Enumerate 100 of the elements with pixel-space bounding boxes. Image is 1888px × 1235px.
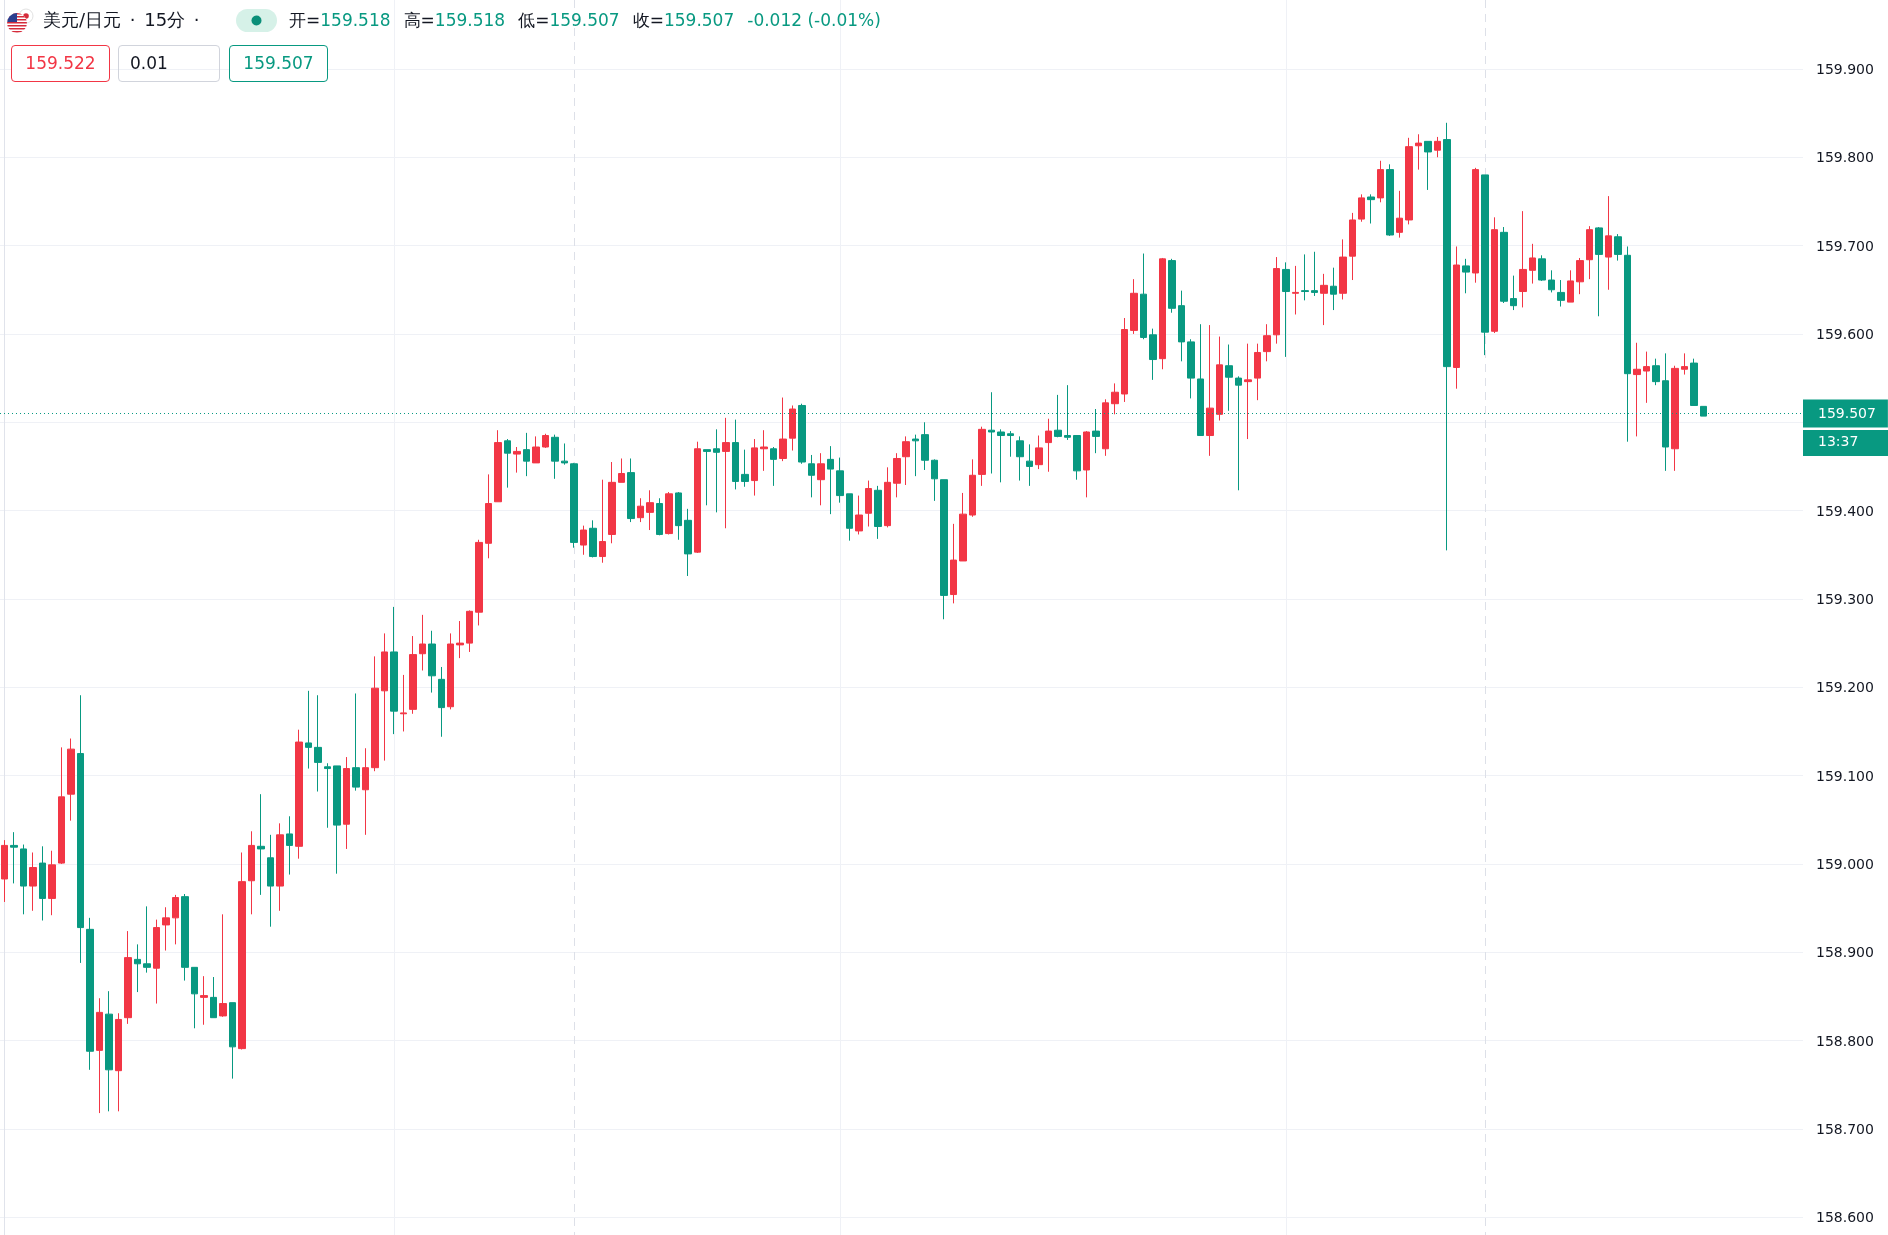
candlestick bbox=[1178, 290, 1185, 362]
candlestick bbox=[551, 434, 559, 480]
candlestick bbox=[48, 850, 56, 916]
candlestick bbox=[646, 489, 654, 531]
candlestick bbox=[1311, 251, 1318, 297]
candlestick bbox=[1586, 225, 1593, 280]
candlestick bbox=[694, 441, 701, 554]
candlestick bbox=[447, 632, 454, 710]
candlestick bbox=[1595, 226, 1603, 317]
candlestick bbox=[343, 756, 350, 850]
candlestick bbox=[1349, 212, 1356, 281]
candlestick bbox=[1681, 352, 1688, 376]
candlestick bbox=[969, 458, 976, 518]
candlestick bbox=[1453, 245, 1460, 390]
candlestick bbox=[532, 435, 540, 464]
candlestick bbox=[1102, 398, 1109, 457]
candlestick bbox=[893, 452, 901, 498]
annotation: 0.01 bbox=[118, 45, 220, 82]
candlestick bbox=[789, 404, 796, 452]
candlestick bbox=[1491, 216, 1498, 334]
candlestick bbox=[248, 830, 255, 915]
candlestick bbox=[210, 976, 217, 1019]
candlestick bbox=[428, 630, 436, 694]
annotation: 159.522 bbox=[11, 45, 110, 82]
candlestick bbox=[200, 975, 208, 1026]
candlestick bbox=[485, 473, 492, 559]
candlestick bbox=[760, 429, 768, 472]
candlestick bbox=[1567, 269, 1574, 303]
candlestick bbox=[997, 428, 1005, 483]
candlestick bbox=[751, 438, 758, 497]
candlestick bbox=[912, 434, 919, 477]
candlestick bbox=[324, 762, 331, 829]
candlestick bbox=[504, 438, 511, 489]
candlestick bbox=[238, 851, 246, 1050]
candlestick bbox=[1367, 193, 1375, 224]
annotation: 收=159.507 bbox=[632, 10, 735, 30]
candlestick bbox=[959, 492, 967, 562]
candlestick bbox=[741, 449, 749, 488]
candlestick bbox=[589, 519, 597, 558]
candlestick bbox=[390, 606, 398, 735]
y-tick-label: 159.000 bbox=[1816, 855, 1874, 872]
candlestick bbox=[542, 433, 549, 449]
candlestick bbox=[371, 655, 379, 772]
annotation: 159.507 bbox=[229, 45, 328, 82]
candlestick bbox=[286, 815, 293, 876]
candlestick bbox=[1652, 358, 1660, 386]
candlestick bbox=[513, 446, 521, 474]
y-tick-label: 159.800 bbox=[1816, 149, 1874, 166]
ref-line-label: 159.507 bbox=[1818, 405, 1876, 422]
candlestick bbox=[675, 491, 682, 541]
candlestick bbox=[456, 620, 464, 659]
y-tick-label: 158.700 bbox=[1816, 1120, 1874, 1137]
candlestick bbox=[1605, 195, 1612, 291]
candlestick bbox=[381, 632, 388, 762]
candlestick bbox=[305, 690, 312, 770]
candlestick bbox=[1405, 137, 1413, 225]
candlestick bbox=[1035, 435, 1043, 470]
candlestick bbox=[10, 831, 18, 884]
candlestick bbox=[39, 845, 46, 922]
candlestick bbox=[608, 461, 616, 544]
candlestick bbox=[656, 497, 663, 536]
candlestick bbox=[940, 479, 948, 620]
candlestick bbox=[1026, 443, 1033, 487]
candlestick bbox=[1377, 160, 1384, 203]
annotation: 高=159.518 bbox=[403, 10, 506, 30]
candlestick bbox=[817, 452, 825, 506]
candlestick bbox=[1216, 336, 1223, 421]
candlestick bbox=[400, 674, 407, 732]
candlestick bbox=[1330, 267, 1337, 311]
y-tick-label: 159.300 bbox=[1816, 590, 1874, 607]
y-tick-label: 158.800 bbox=[1816, 1032, 1874, 1049]
candlestick bbox=[1519, 210, 1527, 308]
candlestick bbox=[808, 454, 815, 498]
candlestick bbox=[1462, 258, 1470, 294]
candlestick bbox=[172, 894, 179, 945]
candlestick bbox=[1358, 193, 1365, 223]
candlestick bbox=[134, 943, 141, 993]
candlestick bbox=[67, 738, 75, 822]
candlestick bbox=[419, 614, 426, 671]
candlestick bbox=[1386, 163, 1394, 237]
candlestick bbox=[1614, 233, 1622, 262]
candlestick bbox=[494, 429, 502, 503]
candlestick bbox=[1481, 174, 1489, 356]
candlestick bbox=[1690, 358, 1698, 406]
candlestick bbox=[978, 426, 986, 487]
candlestick bbox=[1121, 317, 1128, 403]
candlestick bbox=[570, 462, 578, 549]
text: 13:37 bbox=[1803, 430, 1888, 457]
candlestick bbox=[1159, 257, 1166, 370]
candlestick bbox=[846, 493, 853, 542]
candlestick bbox=[665, 491, 673, 535]
candlestick bbox=[1671, 365, 1679, 472]
candlestick bbox=[1073, 435, 1081, 481]
candlestick bbox=[257, 793, 265, 896]
candlestick bbox=[722, 417, 730, 529]
candlestick bbox=[58, 746, 65, 865]
candlestick bbox=[1206, 324, 1214, 457]
candlestick bbox=[770, 446, 777, 487]
candlestick bbox=[1016, 435, 1024, 482]
annotation: 开=159.518 bbox=[289, 10, 391, 30]
